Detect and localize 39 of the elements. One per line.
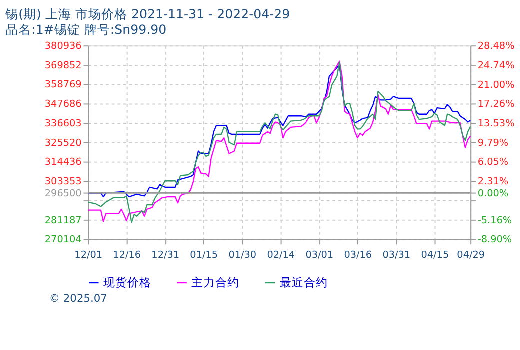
x-tick-label: 03/31 [382,250,411,262]
y2-tick-label: 6.05% [478,157,509,168]
x-tick-label: 03/01 [306,250,334,262]
y2-tick-label: 24.74% [478,60,515,72]
y2-tick-label: 17.26% [478,99,515,110]
y2-tick-label: 21.00% [478,80,515,91]
y2-tick-label: 2.31% [478,176,509,188]
y2-tick-label: 13.53% [478,118,515,130]
y-tick-label: 347686 [44,99,82,110]
x-tick-label: 04/29 [457,250,486,262]
text: © 2025.07 [49,292,108,306]
y-tick-label: 296500 [44,188,82,200]
y2-tick-label: -8.90% [478,234,512,246]
y-tick-label: 369852 [44,60,82,72]
x-tick-label: 04/15 [421,250,450,262]
y-tick-label: 325520 [44,138,82,149]
x-tick-label: 12/31 [152,250,180,262]
y-tick-label: 336603 [44,118,82,130]
chart-subtitle: 品名:1#锡锭 牌号:Sn99.90 [6,22,167,38]
y-tick-label: 314436 [44,157,82,168]
x-tick-label: 02/14 [267,250,296,262]
x-tick-label: 03/16 [344,250,372,262]
y-tick-label: 380936 [44,41,82,52]
y2-tick-label: 0.00% [478,188,509,200]
legend-label: 主力合约 [192,276,240,290]
y2-tick-label: -5.16% [478,215,512,226]
y-tick-label: 281187 [44,215,82,226]
x-tick-label: 12/16 [113,250,142,262]
legend-label: 最近合约 [280,276,328,290]
legend-label: 现货价格 [104,276,152,290]
y2-tick-label: 9.79% [478,138,509,149]
y2-tick-label: 28.48% [478,41,515,52]
chart-title: 锡(期) 上海 市场价格 2021-11-31 - 2022-04-29 [4,6,290,22]
y-tick-label: 358769 [44,80,82,91]
x-tick-label: 12/01 [74,250,103,262]
y-tick-label: 270104 [44,234,82,246]
x-tick-label: 01/30 [228,250,257,262]
y-tick-label: 303353 [44,176,82,188]
x-tick-label: 01/15 [190,250,218,262]
